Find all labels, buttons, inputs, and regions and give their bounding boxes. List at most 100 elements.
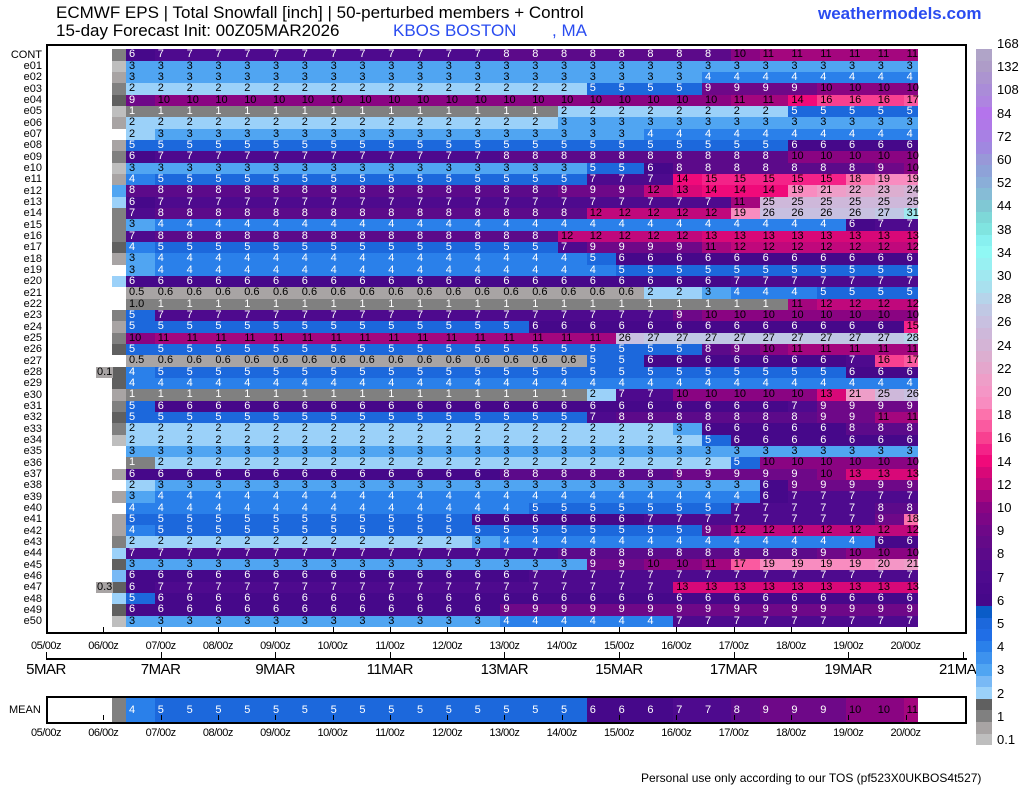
heatmap-cell: 3: [327, 479, 357, 492]
heatmap-cell: 6: [730, 320, 761, 333]
colorbar-segment: [976, 269, 992, 282]
heatmap-cell: 7: [586, 570, 617, 582]
heatmap-cell: 6: [702, 422, 732, 435]
lead-cell: [112, 196, 126, 208]
heatmap-cell: 10: [817, 150, 847, 163]
mean-label: MEAN: [9, 704, 41, 716]
heatmap-cell: 7: [644, 388, 674, 401]
heatmap-cell: 7: [759, 275, 789, 288]
heatmap-cell: 12: [817, 524, 847, 537]
heatmap-cell: 12: [644, 207, 674, 220]
heatmap-cell: 7: [759, 615, 789, 628]
heatmap-cell: 10: [183, 94, 213, 107]
x-tick-label: 16/00z: [661, 640, 692, 652]
heatmap-cell: 6: [615, 698, 645, 722]
heatmap-cell: 3: [298, 479, 329, 492]
heatmap-cell: 7: [846, 490, 876, 503]
heatmap-cell: 8: [442, 207, 473, 220]
row-label: e12: [23, 184, 42, 197]
heatmap-cell: 4: [356, 490, 386, 503]
heatmap-cell: 8: [644, 411, 674, 424]
heatmap-cell: 2: [442, 536, 473, 548]
heatmap-cell: 3: [500, 445, 530, 458]
x-tick-label: 09/00z: [260, 640, 291, 652]
heatmap-cell: 2: [126, 536, 156, 548]
heatmap-cell: 3: [471, 162, 501, 175]
day-label: 15MAR: [595, 661, 643, 678]
heatmap-cell: 10: [241, 94, 271, 107]
heatmap-cell: 7: [558, 241, 588, 254]
heatmap-cell: 3: [874, 60, 905, 73]
heatmap-cell: 10: [730, 48, 761, 61]
x-tick-label: 18/00z: [775, 640, 807, 652]
heatmap-cell: 7: [414, 581, 444, 594]
heatmap-cell: 5: [327, 139, 357, 152]
heatmap-cell: 2: [702, 456, 732, 469]
lead-cell: [112, 321, 126, 333]
heatmap-cell: 10: [788, 388, 818, 401]
heatmap-cell: 13: [846, 468, 876, 480]
heatmap-cell: 27: [817, 332, 847, 344]
heatmap-cell: 11: [356, 332, 386, 344]
heatmap-cell: 0.6: [327, 286, 357, 299]
heatmap-cell: 7: [327, 150, 357, 163]
heatmap-cell: 5: [212, 173, 242, 186]
heatmap-cell: 8: [327, 207, 357, 220]
x-tick-label: 17/00z: [718, 727, 750, 739]
colorbar-segment: [976, 60, 992, 73]
heatmap-cell: 5: [126, 513, 156, 526]
heatmap-cell: 4: [183, 252, 213, 265]
heatmap-cell: 6: [298, 592, 329, 605]
heatmap-cell: 7: [183, 150, 213, 163]
heatmap-cell: 10: [846, 547, 876, 560]
heatmap-cell: 3: [183, 162, 213, 175]
heatmap-cell: 3: [212, 558, 242, 571]
brand-link[interactable]: weathermodels.com: [818, 4, 982, 23]
colorbar-segment: [976, 663, 992, 676]
heatmap-cell: 7: [414, 150, 444, 163]
heatmap-cell: 5: [471, 173, 501, 186]
members-grid-frame: [46, 44, 967, 634]
heatmap-cell: 7: [817, 570, 847, 582]
colorbar-segment: [976, 617, 992, 630]
lead-cell: [112, 219, 126, 231]
heatmap-cell: 9: [788, 604, 818, 616]
heatmap-cell: 6: [615, 592, 645, 605]
heatmap-cell: 6: [356, 592, 386, 605]
heatmap-cell: 6: [759, 252, 789, 265]
heatmap-cell: 7: [212, 309, 242, 322]
colorbar-segment: [976, 362, 992, 375]
heatmap-cell: 2: [500, 422, 530, 435]
heatmap-cell: 4: [586, 377, 617, 390]
heatmap-cell: 5: [154, 173, 185, 186]
heatmap-cell: 7: [126, 230, 156, 242]
heatmap-cell: 4: [644, 377, 674, 390]
heatmap-cell: 5: [241, 320, 271, 333]
heatmap-cell: 4: [874, 71, 905, 84]
heatmap-cell: 2: [586, 388, 617, 401]
heatmap-cell: 6: [356, 468, 386, 480]
heatmap-cell: 7: [730, 615, 761, 628]
heatmap-cell: 5: [414, 513, 444, 526]
heatmap-cell: 6: [730, 400, 761, 412]
heatmap-cell: 6: [788, 252, 818, 265]
forecast-init: 15-day Forecast Init: 00Z05MAR2026: [56, 21, 340, 40]
heatmap-cell: 5: [644, 139, 674, 152]
heatmap-cell: 3: [644, 71, 674, 84]
heatmap-cell: 7: [471, 547, 501, 560]
colorbar-label: 24: [997, 337, 1012, 353]
heatmap-cell: 7: [385, 309, 415, 322]
heatmap-cell: 4: [788, 536, 818, 548]
colorbar-segment: [976, 199, 992, 212]
heatmap-cell: 2: [442, 434, 473, 446]
heatmap-cell: 5: [529, 411, 559, 424]
heatmap-cell: 7: [673, 570, 703, 582]
heatmap-cell: 10: [846, 82, 876, 95]
x-tick-mark: [332, 715, 334, 720]
colorbar-label: 16: [997, 430, 1012, 446]
heatmap-cell: 5: [270, 513, 300, 526]
lead-cell: [112, 366, 126, 378]
heatmap-cell: 2: [529, 434, 559, 446]
heatmap-cell: 5: [702, 139, 732, 152]
heatmap-cell: 6: [730, 354, 761, 367]
